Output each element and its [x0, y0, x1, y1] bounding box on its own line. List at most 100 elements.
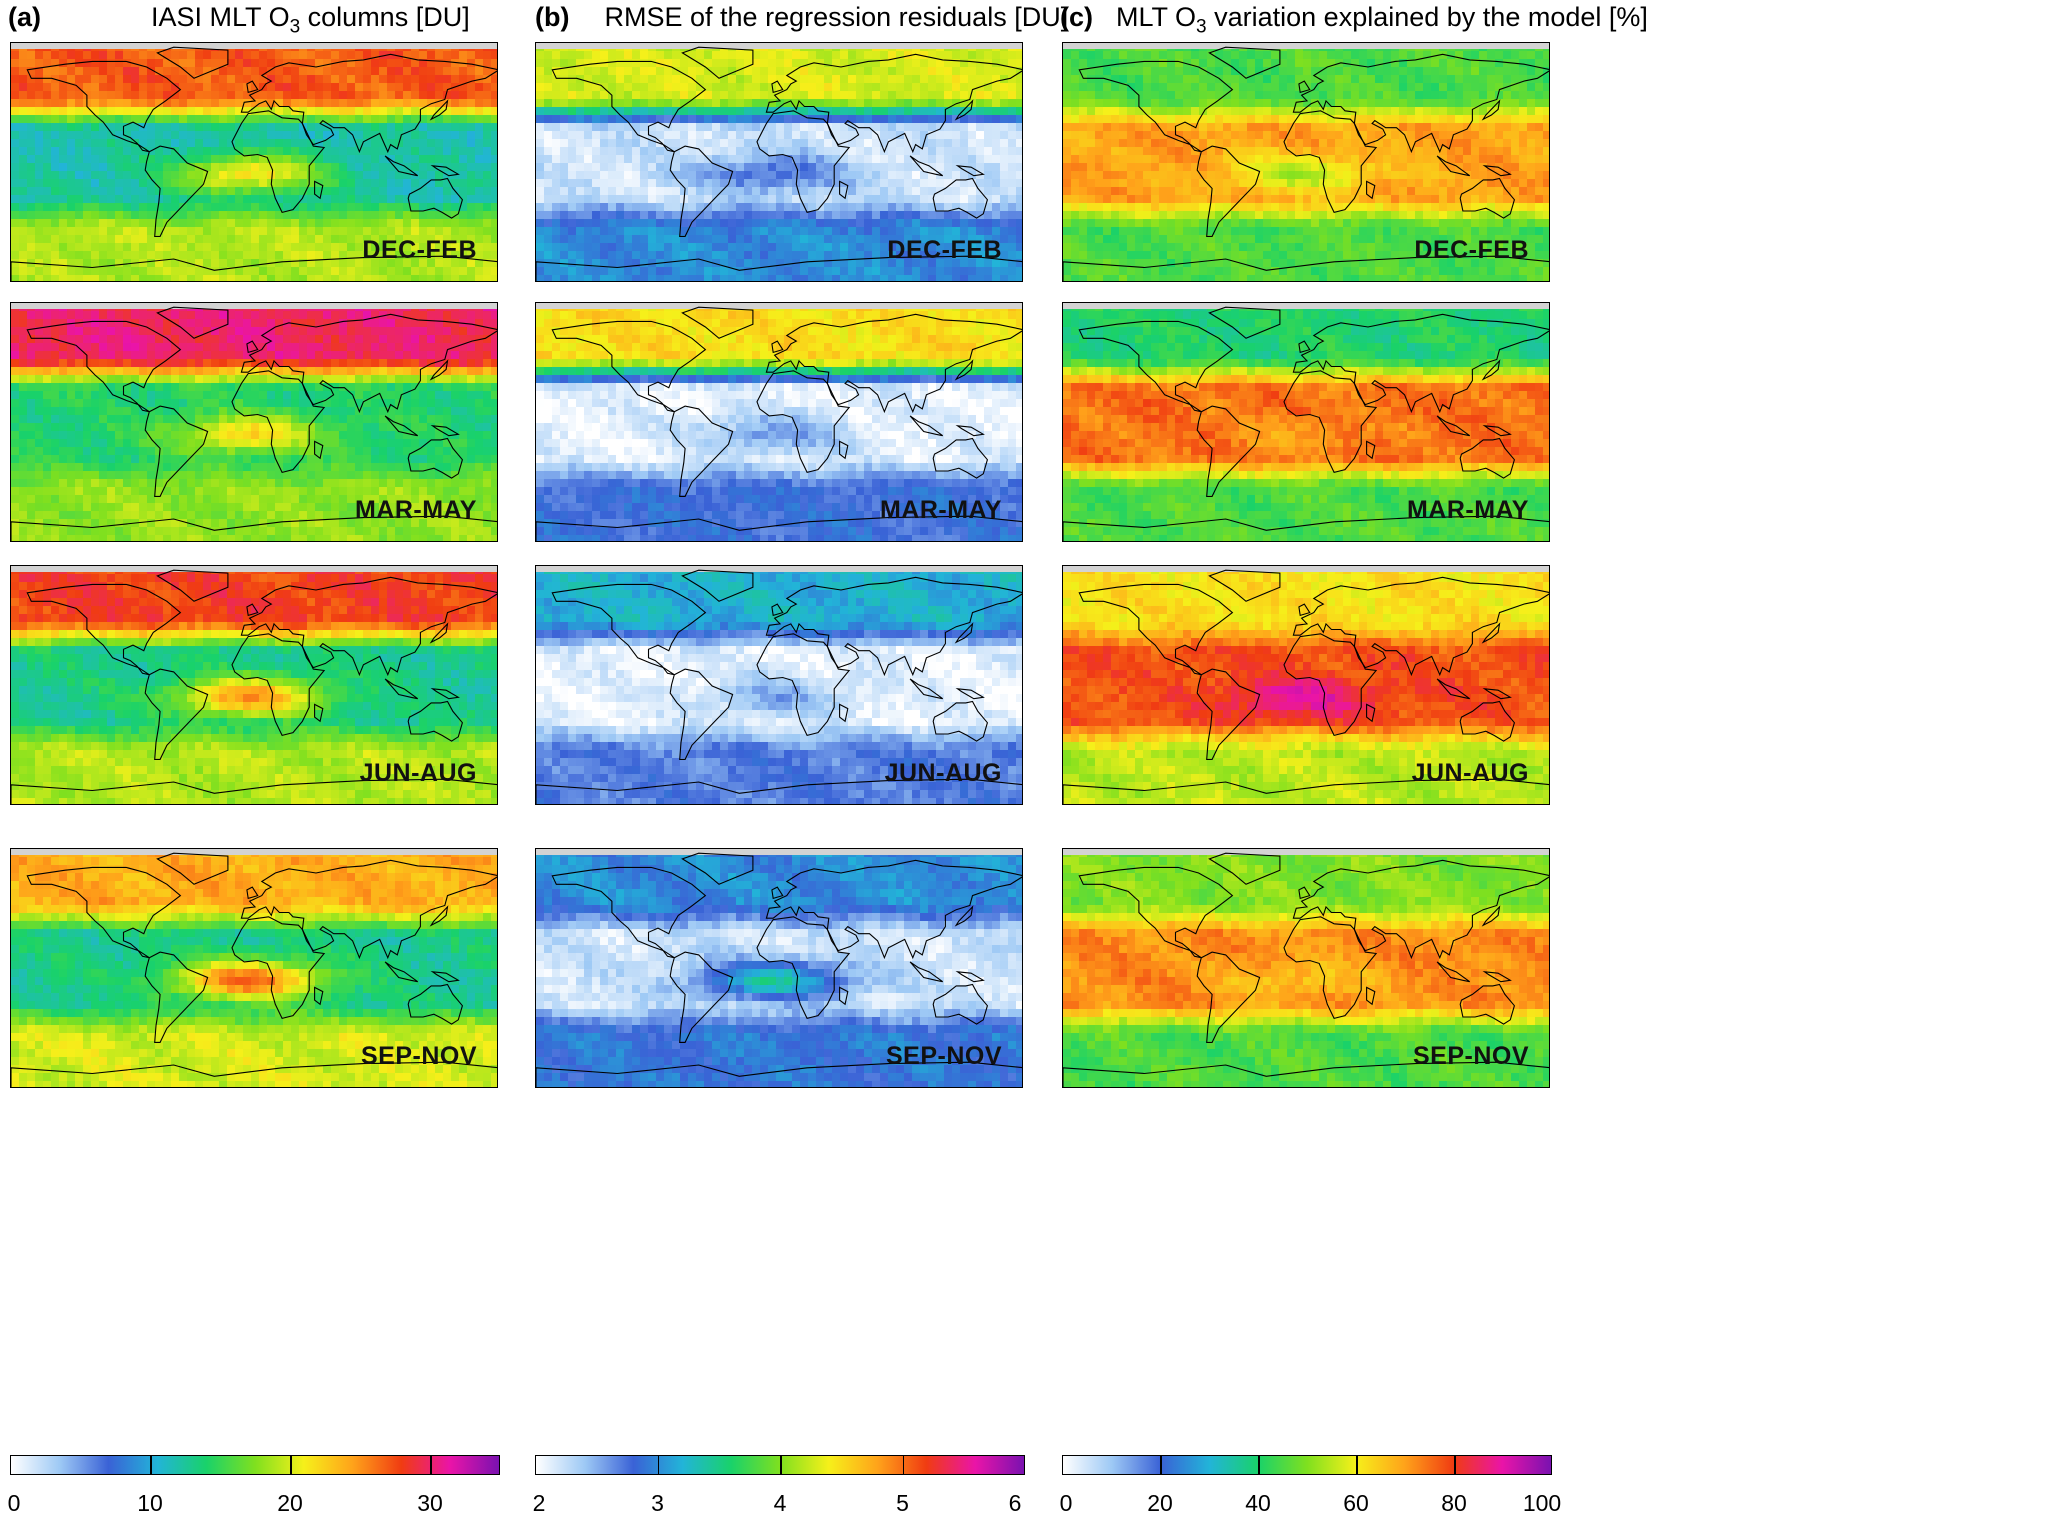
heatmap-cell — [435, 686, 444, 695]
heatmap-cell — [275, 67, 284, 76]
heatmap-cell — [83, 606, 92, 615]
heatmap-cell — [371, 259, 380, 268]
heatmap-cell — [259, 463, 268, 472]
heatmap-cell — [59, 662, 68, 671]
heatmap-cell — [283, 99, 292, 108]
heatmap-cell — [91, 227, 100, 236]
heatmap-cell — [355, 163, 364, 172]
heatmap-cell — [43, 367, 52, 376]
heatmap-cell — [355, 327, 364, 336]
heatmap-cell — [291, 503, 300, 512]
heatmap-cell — [107, 115, 116, 124]
heatmap-cell — [203, 375, 212, 384]
heatmap-cell — [355, 622, 364, 631]
heatmap-cell — [171, 275, 180, 281]
heatmap-cell — [163, 91, 172, 100]
heatmap-cell — [339, 211, 348, 220]
heatmap-cell — [75, 319, 84, 328]
heatmap-cell — [363, 598, 372, 607]
heatmap-cell — [395, 574, 404, 583]
heatmap-cell — [491, 678, 497, 687]
heatmap-cell — [147, 407, 156, 416]
heatmap-cell — [435, 319, 444, 328]
heatmap-cell — [163, 311, 172, 320]
heatmap-cell — [347, 259, 356, 268]
heatmap-cell — [163, 51, 172, 60]
heatmap-cell — [155, 399, 164, 408]
heatmap-cell — [219, 646, 228, 655]
heatmap-cell — [259, 375, 268, 384]
heatmap-cell — [115, 399, 124, 408]
heatmap-cell — [443, 630, 452, 639]
heatmap-cell — [403, 694, 412, 703]
heatmap-cell — [443, 582, 452, 591]
heatmap-cell — [347, 99, 356, 108]
heatmap-cell — [211, 654, 220, 663]
heatmap-cell — [211, 367, 220, 376]
heatmap-cell — [195, 431, 204, 440]
heatmap-cell — [83, 267, 92, 276]
heatmap-cell — [155, 67, 164, 76]
heatmap-cell — [427, 163, 436, 172]
heatmap-cell — [147, 211, 156, 220]
heatmap-cell — [107, 91, 116, 100]
heatmap-cell — [307, 311, 316, 320]
heatmap-cell — [483, 131, 492, 140]
heatmap-cell — [115, 235, 124, 244]
heatmap-cell — [163, 622, 172, 631]
heatmap-cell — [203, 139, 212, 148]
heatmap-cell — [155, 375, 164, 384]
heatmap-cell — [459, 83, 468, 92]
heatmap-cell — [59, 535, 68, 541]
heatmap-cell — [91, 187, 100, 196]
heatmap-cell — [459, 646, 468, 655]
heatmap-cell — [67, 83, 76, 92]
heatmap-cell — [131, 227, 140, 236]
heatmap-cell — [43, 147, 52, 156]
heatmap-cell — [435, 463, 444, 472]
heatmap-cell — [195, 574, 204, 583]
heatmap-cell — [211, 630, 220, 639]
heatmap-cell — [395, 431, 404, 440]
heatmap-cell — [235, 131, 244, 140]
heatmap-cell — [363, 487, 372, 496]
heatmap-cell — [283, 311, 292, 320]
heatmap-cell — [419, 227, 428, 236]
heatmap-cell — [371, 359, 380, 368]
heatmap-cell — [139, 694, 148, 703]
heatmap-cell — [67, 359, 76, 368]
heatmap-cell — [27, 211, 36, 220]
heatmap-cell — [91, 267, 100, 276]
heatmap-cell — [435, 335, 444, 344]
heatmap-cell — [67, 487, 76, 496]
heatmap-cell — [171, 718, 180, 727]
heatmap-cell — [147, 590, 156, 599]
coastline — [144, 405, 209, 497]
heatmap-cell — [267, 447, 276, 456]
heatmap-cell — [275, 187, 284, 196]
heatmap-cell — [275, 343, 284, 352]
heatmap-cell — [395, 259, 404, 268]
heatmap-cell — [27, 251, 36, 260]
heatmap-cell — [179, 622, 188, 631]
heatmap-cell — [291, 678, 300, 687]
heatmap-cell — [27, 115, 36, 124]
heatmap-cell — [395, 179, 404, 188]
heatmap-cell — [283, 179, 292, 188]
heatmap-cell — [43, 75, 52, 84]
heatmap-cell — [99, 311, 108, 320]
heatmap-cell — [371, 686, 380, 695]
heatmap-cell — [163, 726, 172, 735]
heatmap-cell — [475, 694, 484, 703]
heatmap-cell — [387, 590, 396, 599]
heatmap-cell — [291, 75, 300, 84]
heatmap-cell — [467, 670, 476, 679]
heatmap-cell — [43, 259, 52, 268]
heatmap-cell — [35, 115, 44, 124]
heatmap-cell — [163, 351, 172, 360]
heatmap-cell — [99, 179, 108, 188]
heatmap-cell — [219, 59, 228, 68]
heatmap-cell — [179, 59, 188, 68]
heatmap-cell — [235, 678, 244, 687]
heatmap-cell — [379, 335, 388, 344]
